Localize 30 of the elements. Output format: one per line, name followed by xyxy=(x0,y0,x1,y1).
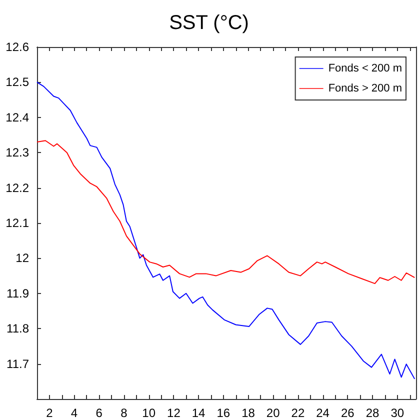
x-tick-label: 22 xyxy=(291,406,305,419)
y-tick-label: 12.1 xyxy=(6,216,30,230)
x-tick-label: 8 xyxy=(120,406,128,419)
x-tick-label: 26 xyxy=(340,406,355,419)
x-tick-label: 28 xyxy=(366,406,380,419)
x-tick-label: 12 xyxy=(167,406,181,419)
x-tick-label: 30 xyxy=(390,406,404,419)
x-tick-label: 2 xyxy=(46,406,54,419)
x-tick-label: 10 xyxy=(142,406,156,419)
y-tick-label: 12.5 xyxy=(6,75,30,90)
x-tick-label: 18 xyxy=(242,406,256,419)
y-tick-label: 11.8 xyxy=(6,322,30,336)
y-tick-label: 12 xyxy=(16,251,30,266)
x-tick-label: 4 xyxy=(70,406,78,419)
y-tick-label: 11.7 xyxy=(6,356,30,371)
y-tick-label: 12.6 xyxy=(6,40,30,54)
y-tick-label: 12.4 xyxy=(6,110,30,124)
legend-label: Fonds < 200 m xyxy=(328,62,402,74)
x-tick-label: 14 xyxy=(192,406,206,419)
y-tick-label: 11.9 xyxy=(6,286,30,300)
x-tick-label: 24 xyxy=(316,406,330,419)
line-series xyxy=(36,82,416,380)
chart-title: SST (°C) xyxy=(169,12,249,34)
x-tick-label: 6 xyxy=(96,406,103,419)
line-series xyxy=(36,140,416,284)
y-tick-label: 12.3 xyxy=(6,146,30,160)
x-tick-label: 20 xyxy=(266,406,280,419)
y-tick-label: 12.2 xyxy=(6,180,30,195)
x-tick-label: 16 xyxy=(216,406,230,419)
legend-label: Fonds > 200 m xyxy=(328,82,402,94)
